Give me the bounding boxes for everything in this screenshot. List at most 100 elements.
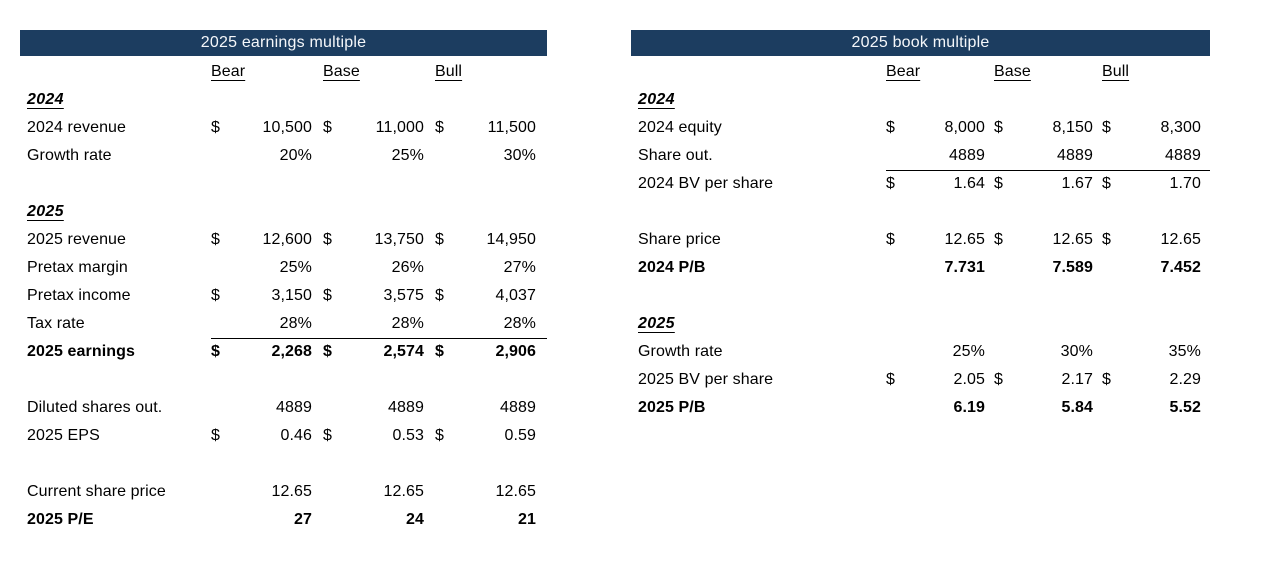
value-cell-bear[interactable]: 25% xyxy=(279,259,312,276)
dollar-sign-cell[interactable]: $ xyxy=(323,427,332,444)
value-cell-bull[interactable]: 27% xyxy=(503,259,536,276)
dollar-sign-cell[interactable]: $ xyxy=(211,287,220,304)
value-cell-bull[interactable]: 28% xyxy=(459,310,547,339)
dollar-sign-cell[interactable]: $ xyxy=(211,427,220,444)
dollar-sign-cell[interactable]: $ xyxy=(323,287,332,304)
dollar-sign-cell[interactable] xyxy=(323,506,347,534)
value-cell-bear[interactable]: 12.65 xyxy=(271,483,312,500)
value-cell-bear[interactable]: 2,268 xyxy=(271,343,312,360)
dollar-sign-cell[interactable]: $ xyxy=(886,175,895,192)
value-cell-bull[interactable]: 8,300 xyxy=(1160,119,1201,136)
value-cell-bear[interactable]: 1.64 xyxy=(953,175,985,192)
dollar-sign-cell[interactable] xyxy=(1102,142,1126,171)
dollar-sign-cell[interactable]: $ xyxy=(435,119,444,136)
dollar-sign-cell[interactable] xyxy=(886,142,910,171)
dollar-sign-cell[interactable]: $ xyxy=(1102,119,1111,136)
value-cell-bull[interactable]: 35% xyxy=(1168,343,1201,360)
value-cell-bull[interactable]: 12.65 xyxy=(1160,231,1201,248)
row-label-cell[interactable]: Current share price xyxy=(20,478,211,506)
dollar-sign-cell[interactable] xyxy=(994,394,1018,422)
row-label-cell[interactable]: Pretax margin xyxy=(20,254,211,282)
dollar-sign-cell[interactable]: $ xyxy=(435,343,444,360)
dollar-sign-cell[interactable] xyxy=(323,478,347,506)
row-label-cell[interactable]: 2025 revenue xyxy=(20,226,211,254)
dollar-sign-cell[interactable] xyxy=(211,254,235,282)
dollar-sign-cell[interactable] xyxy=(994,338,1018,366)
dollar-sign-cell[interactable] xyxy=(435,506,459,534)
dollar-sign-cell[interactable] xyxy=(211,506,235,534)
dollar-sign-cell[interactable] xyxy=(1102,394,1126,422)
dollar-sign-cell[interactable]: $ xyxy=(886,119,895,136)
dollar-sign-cell[interactable]: $ xyxy=(323,119,332,136)
dollar-sign-cell[interactable] xyxy=(211,478,235,506)
dollar-sign-cell[interactable] xyxy=(886,338,910,366)
value-cell-base[interactable]: 30% xyxy=(1060,343,1093,360)
dollar-sign-cell[interactable]: $ xyxy=(435,287,444,304)
dollar-sign-cell[interactable] xyxy=(323,142,347,170)
dollar-sign-cell[interactable]: $ xyxy=(1102,175,1111,192)
dollar-sign-cell[interactable] xyxy=(435,254,459,282)
value-cell-base[interactable]: 28% xyxy=(347,310,435,339)
value-cell-bear[interactable]: 4889 xyxy=(910,142,994,171)
row-label-cell[interactable]: Diluted shares out. xyxy=(20,394,211,422)
dollar-sign-cell[interactable] xyxy=(994,254,1018,282)
dollar-sign-cell[interactable]: $ xyxy=(1102,231,1111,248)
row-label-cell[interactable]: Growth rate xyxy=(631,338,886,366)
value-cell-bull[interactable]: 7.452 xyxy=(1160,259,1201,276)
row-label-cell[interactable]: 2024 xyxy=(20,86,211,114)
row-label-cell[interactable]: 2025 xyxy=(631,310,886,338)
value-cell-bear[interactable]: 6.19 xyxy=(953,399,985,416)
row-label-cell[interactable]: 2024 equity xyxy=(631,114,886,142)
book-table-title[interactable]: 2025 book multiple xyxy=(631,30,1210,56)
value-cell-bull[interactable]: 0.59 xyxy=(504,427,536,444)
dollar-sign-cell[interactable]: $ xyxy=(323,231,332,248)
dollar-sign-cell[interactable] xyxy=(211,142,235,170)
value-cell-base[interactable]: 8,150 xyxy=(1052,119,1093,136)
dollar-sign-cell[interactable]: $ xyxy=(994,175,1003,192)
value-cell-bull[interactable]: 11,500 xyxy=(487,119,536,136)
dollar-sign-cell[interactable]: $ xyxy=(435,427,444,444)
value-cell-bull[interactable]: 4,037 xyxy=(495,287,536,304)
row-label-cell[interactable]: Tax rate xyxy=(20,310,211,339)
row-label-cell[interactable]: 2024 xyxy=(631,86,886,114)
dollar-sign-cell[interactable] xyxy=(435,142,459,170)
row-label-cell[interactable]: 2025 P/E xyxy=(20,506,211,534)
value-cell-base[interactable]: 11,000 xyxy=(375,119,424,136)
dollar-sign-cell[interactable]: $ xyxy=(435,231,444,248)
value-cell-base[interactable]: 7.589 xyxy=(1052,259,1093,276)
dollar-sign-cell[interactable]: $ xyxy=(886,231,895,248)
value-cell-bear[interactable]: 27 xyxy=(294,511,312,528)
row-label-cell[interactable]: 2025 BV per share xyxy=(631,366,886,394)
value-cell-base[interactable]: 3,575 xyxy=(383,287,424,304)
dollar-sign-cell[interactable]: $ xyxy=(994,371,1003,388)
row-label-cell[interactable]: Share out. xyxy=(631,142,886,171)
row-label-cell[interactable]: 2024 P/B xyxy=(631,254,886,282)
row-label-cell[interactable]: 2025 EPS xyxy=(20,422,211,450)
dollar-sign-cell[interactable]: $ xyxy=(994,119,1003,136)
column-header-base[interactable]: Base xyxy=(994,58,1102,86)
value-cell-base[interactable]: 0.53 xyxy=(392,427,424,444)
value-cell-base[interactable]: 4889 xyxy=(388,399,424,416)
column-header-bear[interactable]: Bear xyxy=(211,58,323,86)
value-cell-base[interactable]: 12.65 xyxy=(1052,231,1093,248)
value-cell-bull[interactable]: 21 xyxy=(518,511,536,528)
value-cell-bull[interactable]: 30% xyxy=(503,147,536,164)
dollar-sign-cell[interactable]: $ xyxy=(211,119,220,136)
value-cell-bear[interactable]: 12.65 xyxy=(944,231,985,248)
value-cell-bull[interactable]: 12.65 xyxy=(495,483,536,500)
value-cell-bear[interactable]: 10,500 xyxy=(262,119,312,136)
dollar-sign-cell[interactable] xyxy=(1102,254,1126,282)
value-cell-bear[interactable]: 2.05 xyxy=(953,371,985,388)
value-cell-bear[interactable]: 7.731 xyxy=(944,259,985,276)
value-cell-base[interactable]: 4889 xyxy=(1018,142,1102,171)
dollar-sign-cell[interactable] xyxy=(323,254,347,282)
value-cell-base[interactable]: 1.67 xyxy=(1061,175,1093,192)
dollar-sign-cell[interactable]: $ xyxy=(211,343,220,360)
value-cell-bear[interactable]: 8,000 xyxy=(944,119,985,136)
value-cell-bull[interactable]: 2,906 xyxy=(495,343,536,360)
dollar-sign-cell[interactable] xyxy=(435,478,459,506)
dollar-sign-cell[interactable] xyxy=(323,310,347,339)
dollar-sign-cell[interactable] xyxy=(435,394,459,422)
value-cell-base[interactable]: 24 xyxy=(406,511,424,528)
value-cell-bear[interactable]: 0.46 xyxy=(280,427,312,444)
